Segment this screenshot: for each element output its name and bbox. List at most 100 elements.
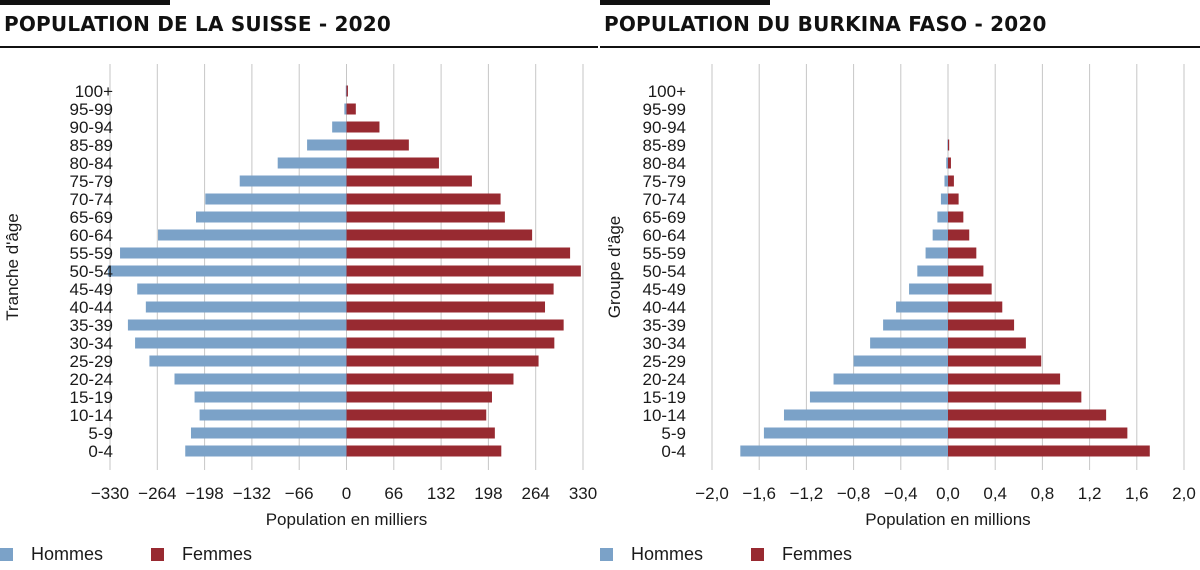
x-tick-label: 0,4 xyxy=(983,484,1007,503)
bar-women-65-69 xyxy=(346,211,505,223)
bar-men-0-4 xyxy=(740,445,948,457)
bar-women-70-74 xyxy=(346,193,501,205)
bar-men-20-24 xyxy=(174,373,347,385)
bar-women-70-74 xyxy=(948,193,959,205)
legend-swatch-men xyxy=(600,548,613,561)
y-category-label: 35-39 xyxy=(643,316,686,335)
bar-men-30-34 xyxy=(870,337,948,349)
bar-women-80-84 xyxy=(346,157,439,169)
legend-label-women: Femmes xyxy=(782,544,853,564)
bar-men-25-29 xyxy=(853,355,948,367)
x-tick-label: −264 xyxy=(138,484,176,503)
bar-women-0-4 xyxy=(346,445,502,457)
bar-men-65-69 xyxy=(937,211,948,223)
y-category-label: 60-64 xyxy=(643,226,686,245)
bar-women-45-49 xyxy=(948,283,992,295)
legend-swatch-women xyxy=(751,548,765,561)
y-category-label: 35-39 xyxy=(70,316,113,335)
bar-women-5-9 xyxy=(346,427,495,439)
bar-women-90-94 xyxy=(346,121,380,133)
bar-men-0-4 xyxy=(185,445,347,457)
y-category-label: 20-24 xyxy=(643,370,686,389)
bar-men-40-44 xyxy=(896,301,948,313)
bar-women-20-24 xyxy=(948,373,1061,385)
y-category-label: 55-59 xyxy=(70,244,113,263)
y-category-label: 90-94 xyxy=(643,118,686,137)
bar-men-70-74 xyxy=(940,193,948,205)
bar-women-50-54 xyxy=(948,265,984,277)
bar-women-65-69 xyxy=(948,211,964,223)
title-rule xyxy=(0,46,598,48)
bar-women-50-54 xyxy=(346,265,581,277)
y-axis-title: Tranche d'âge xyxy=(3,213,22,321)
x-axis-title: Population en millions xyxy=(865,510,1030,529)
y-category-label: 45-49 xyxy=(643,280,686,299)
x-tick-label: 330 xyxy=(569,484,597,503)
title-accent-bar xyxy=(0,0,170,5)
bar-men-35-39 xyxy=(883,319,948,331)
legend-item-men: Hommes xyxy=(600,544,703,565)
bar-women-25-29 xyxy=(346,355,539,367)
y-category-label: 40-44 xyxy=(643,298,686,317)
x-tick-label: −1,6 xyxy=(742,484,776,503)
bar-men-5-9 xyxy=(763,427,948,439)
y-category-label: 5-9 xyxy=(661,424,686,443)
y-axis-title: Groupe d'âge xyxy=(605,216,624,319)
bar-women-25-29 xyxy=(948,355,1042,367)
x-tick-label: 2,0 xyxy=(1172,484,1196,503)
bar-men-65-69 xyxy=(196,211,347,223)
y-category-label: 25-29 xyxy=(70,352,113,371)
legend: Hommes Femmes xyxy=(600,544,900,565)
legend-item-women: Femmes xyxy=(751,544,852,565)
bar-women-10-14 xyxy=(948,409,1107,421)
bar-women-5-9 xyxy=(948,427,1128,439)
population-pyramid-burkina-faso: −2,0 −1,6 −1,2 −0,8 −0,4 0,0 0,4 0,8 1,2 1,6 2,0 0-… xyxy=(605,64,1196,529)
bar-women-95-99 xyxy=(346,103,356,115)
legend-swatch-men xyxy=(0,548,13,561)
y-category-label: 0-4 xyxy=(88,442,113,461)
bar-women-15-19 xyxy=(948,391,1082,403)
x-tick-label: −1,2 xyxy=(790,484,824,503)
x-tick-label: 66 xyxy=(384,484,403,503)
y-category-label: 40-44 xyxy=(70,298,113,317)
bar-men-75-79 xyxy=(944,175,948,187)
bar-men-55-59 xyxy=(120,247,347,259)
legend-label-men: Hommes xyxy=(31,544,104,564)
y-category-label: 5-9 xyxy=(88,424,113,443)
bar-women-80-84 xyxy=(948,157,951,169)
bar-women-35-39 xyxy=(346,319,564,331)
y-category-label: 50-54 xyxy=(643,262,686,281)
bar-men-90-94 xyxy=(332,121,347,133)
bar-men-5-9 xyxy=(190,427,347,439)
y-category-label: 30-34 xyxy=(70,334,113,353)
chart-title: POPULATION DU BURKINA FASO - 2020 xyxy=(604,12,1047,36)
y-category-label: 15-19 xyxy=(643,388,686,407)
title-rule xyxy=(600,46,1200,48)
x-tick-label: −66 xyxy=(285,484,314,503)
bar-men-30-34 xyxy=(135,337,347,349)
bar-men-45-49 xyxy=(909,283,948,295)
chart-panel-burkina-faso: POPULATION DU BURKINA FASO - 2020 −2,0 −1… xyxy=(600,0,1200,570)
bar-women-75-79 xyxy=(948,175,954,187)
title-accent-bar xyxy=(600,0,770,5)
bar-women-30-34 xyxy=(346,337,555,349)
x-tick-label: −0,8 xyxy=(837,484,871,503)
bar-men-55-59 xyxy=(925,247,948,259)
bar-men-85-89 xyxy=(947,139,948,151)
bar-women-75-79 xyxy=(346,175,472,187)
bar-men-100+ xyxy=(345,85,347,97)
bar-women-45-49 xyxy=(346,283,554,295)
chart-panel-switzerland: POPULATION DE LA SUISSE - 2020 −330 −264−… xyxy=(0,0,598,565)
bar-men-10-14 xyxy=(783,409,948,421)
legend-item-men: Hommes xyxy=(0,544,103,565)
bar-men-20-24 xyxy=(833,373,948,385)
bar-men-10-14 xyxy=(199,409,347,421)
y-category-label: 85-89 xyxy=(70,136,113,155)
bar-men-80-84 xyxy=(946,157,948,169)
bar-men-80-84 xyxy=(277,157,347,169)
bar-men-85-89 xyxy=(307,139,347,151)
x-tick-label: −198 xyxy=(185,484,223,503)
legend-swatch-women xyxy=(151,548,165,561)
bar-men-35-39 xyxy=(127,319,347,331)
bar-women-100+ xyxy=(346,85,348,97)
